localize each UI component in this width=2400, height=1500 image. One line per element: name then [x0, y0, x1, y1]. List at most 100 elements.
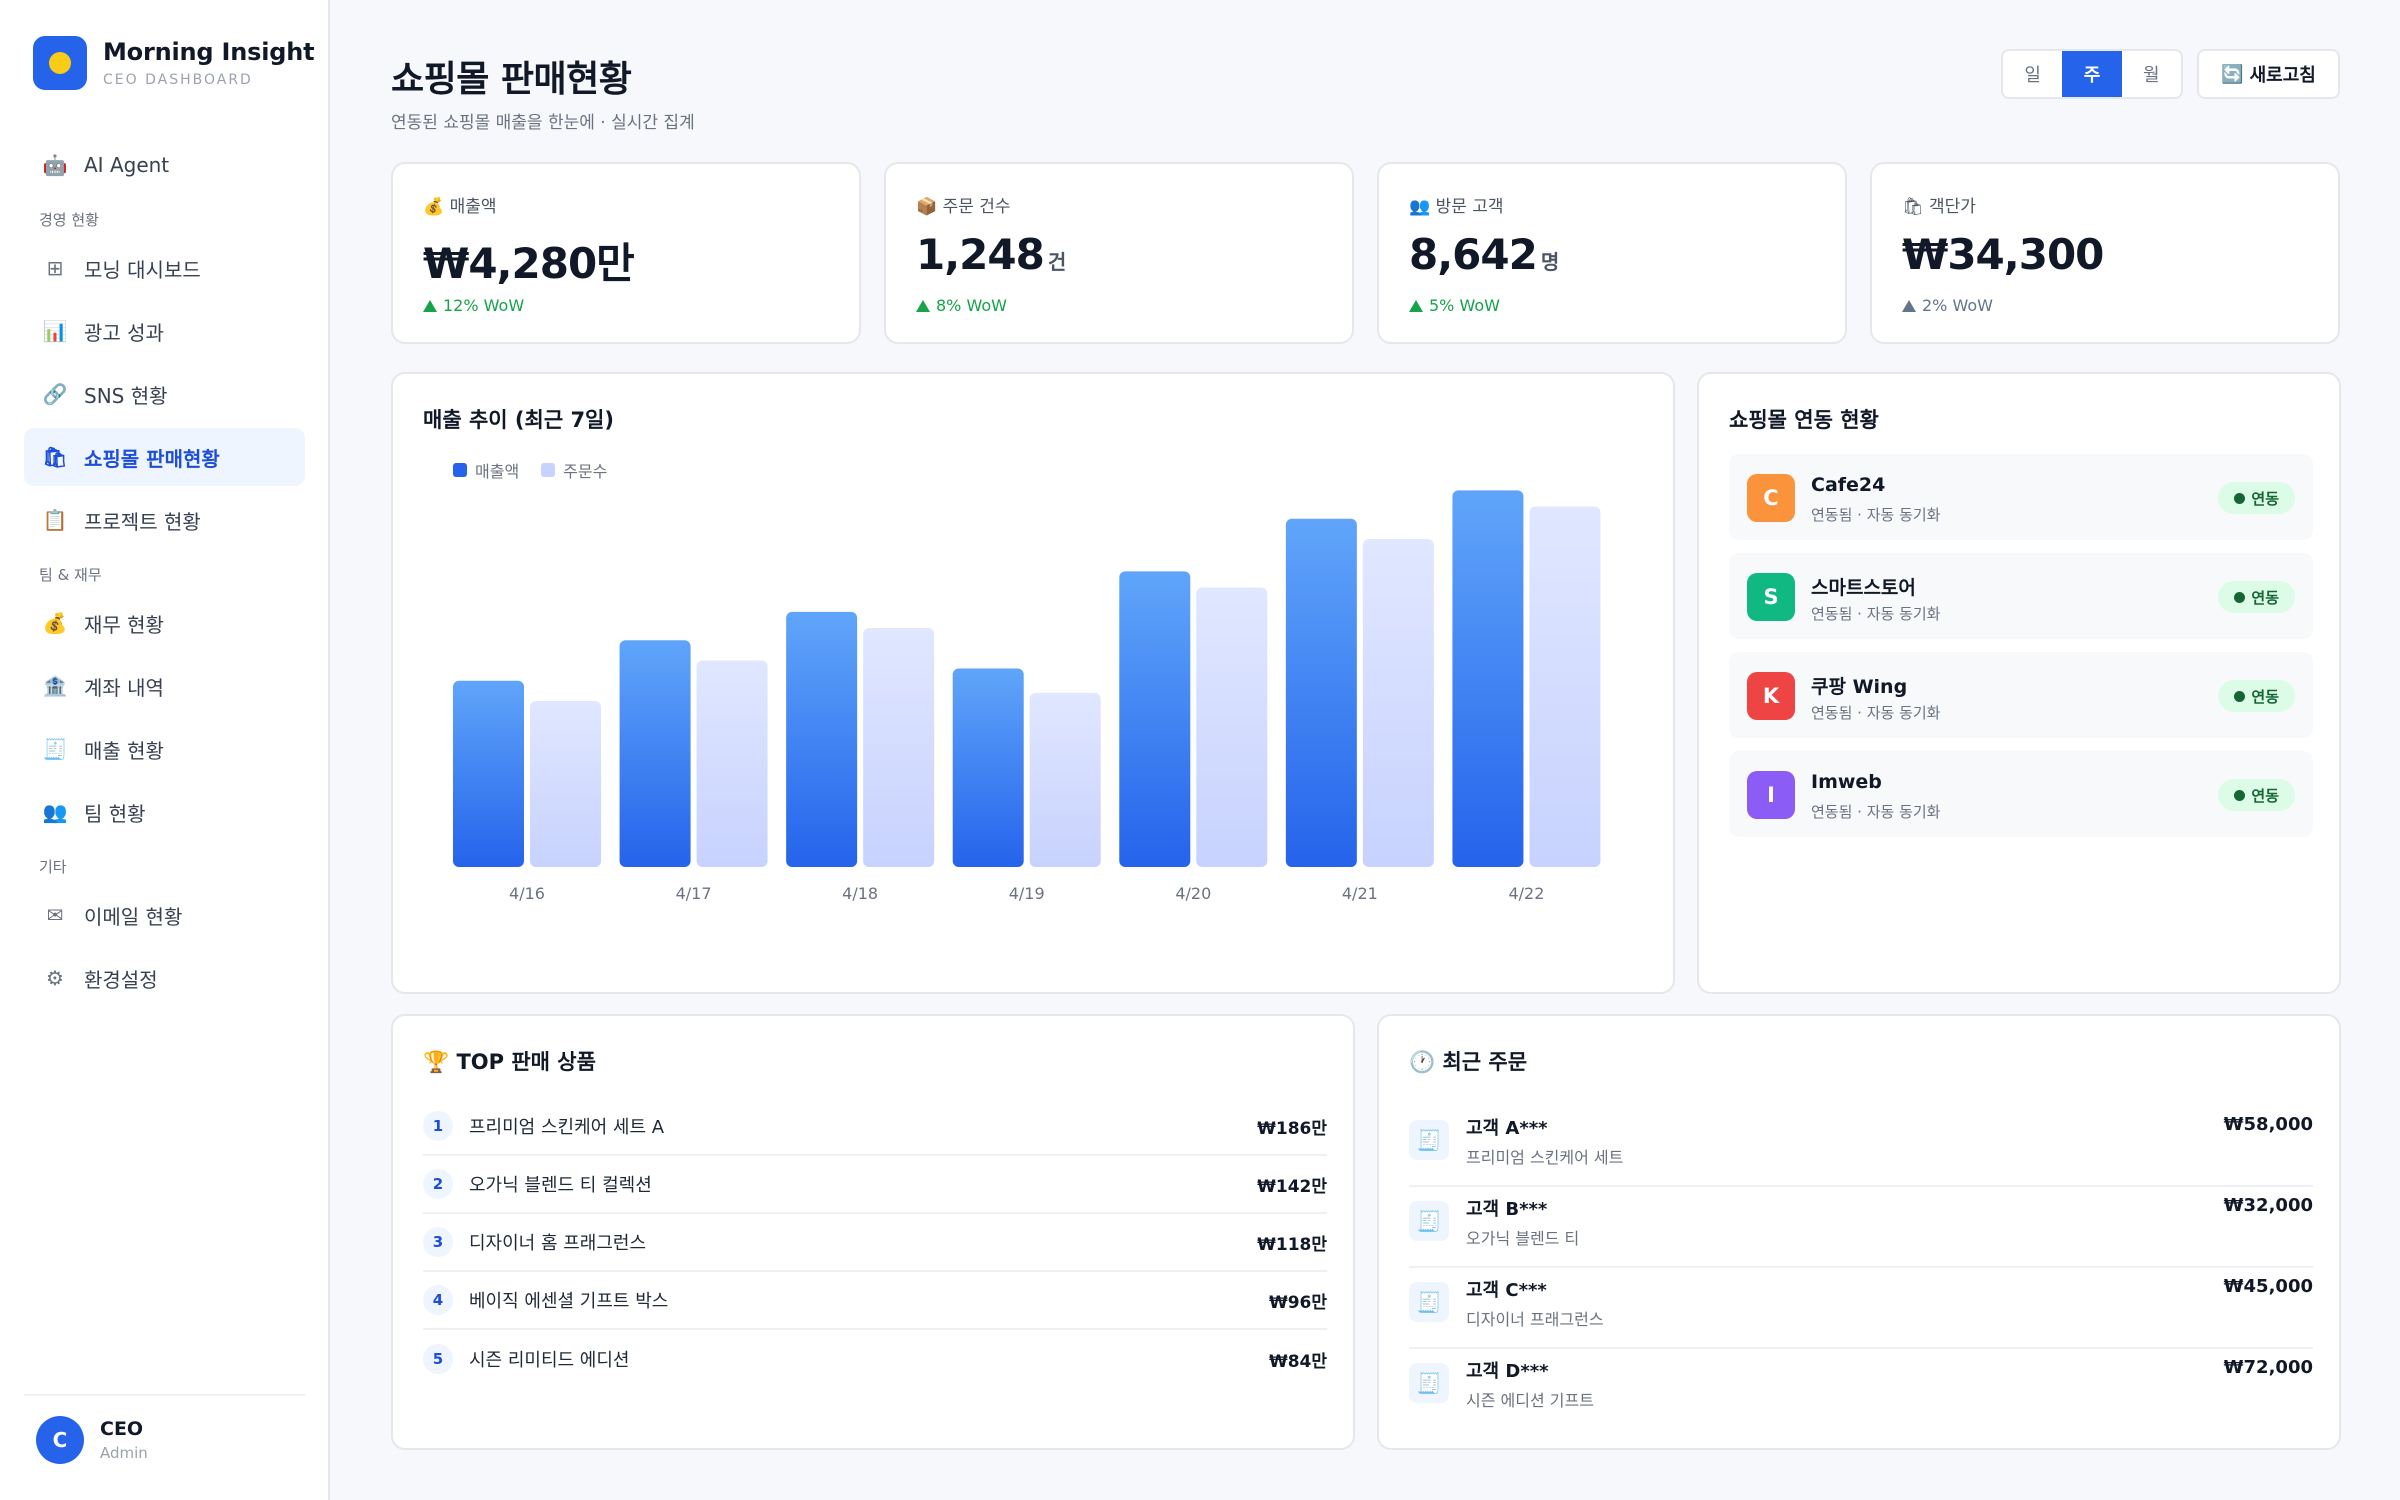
bar-revenue-4-21[interactable] [1285, 518, 1357, 867]
bar-revenue-4-19[interactable] [952, 668, 1024, 867]
bar-orders-4-20[interactable] [1196, 587, 1268, 867]
legend-item-orders[interactable]: 주문수 [541, 458, 607, 482]
grid-icon: ⊞ [46, 256, 64, 280]
order-row[interactable]: 🧾 고객 B*** 오가닉 블렌드 티 ₩32,000 [1409, 1187, 2313, 1268]
status-text: 연동 [2251, 786, 2279, 805]
trend-up-icon [1902, 300, 1916, 312]
bar-revenue-4-16[interactable] [453, 680, 524, 867]
kpi-label: 🛍 객단가 [1902, 192, 1976, 217]
kpi-label-text: 객단가 [1929, 197, 1976, 217]
list-item[interactable]: 5 시즌 리미티드 에디션 ₩84만 [423, 1330, 1327, 1388]
legend-label: 매출액 [475, 462, 520, 481]
sales-trend-chart: 4/16 4/17 4/18 4/19 4/20 4/21 4/22 [453, 490, 1601, 903]
page-title: 쇼핑몰 판매현황 [391, 59, 632, 100]
order-row[interactable]: 🧾 고객 A*** 프리미엄 스킨케어 세트 ₩58,000 [1409, 1106, 2313, 1187]
sync-item-smartstore[interactable]: S 스마트스토어 연동됨 · 자동 동기화 연동 [1729, 553, 2313, 639]
receipt-icon: 🧾 [42, 737, 68, 761]
kpi-label: 👥 방문 고객 [1409, 192, 1504, 217]
sidebar-item-sns-status[interactable]: 🔗 SNS 현황 [24, 365, 305, 423]
kpi-label-text: 주문 건수 [942, 197, 1011, 217]
link-icon: 🔗 [42, 382, 68, 406]
sync-item-imweb[interactable]: I Imweb 연동됨 · 자동 동기화 연동 [1729, 751, 2313, 837]
kpi-value-text: ₩4,280만 [423, 239, 635, 288]
brand[interactable]: Morning Insight CEO DASHBOARD [33, 36, 315, 90]
bar-orders-4-21[interactable] [1362, 538, 1434, 867]
period-week-button[interactable]: 주 [2062, 51, 2122, 97]
sidebar-item-revenue-status[interactable]: 🧾 매출 현황 [24, 720, 305, 778]
order-customer: 고객 D*** [1466, 1361, 1549, 1382]
x-tick-label: 4/18 [842, 884, 878, 903]
sidebar-item-finance-status[interactable]: 💰 재무 현황 [24, 594, 305, 652]
product-amount: ₩142만 [1257, 1176, 1327, 1197]
list-item[interactable]: 1 프리미엄 스킨케어 세트 A ₩186만 [423, 1098, 1327, 1156]
order-amount: ₩32,000 [2223, 1195, 2313, 1216]
x-tick-label: 4/22 [1508, 884, 1544, 903]
kpi-value: ₩4,280만 [423, 230, 635, 291]
refresh-icon: 🔄 [2221, 63, 2244, 85]
sidebar: Morning Insight CEO DASHBOARD 🤖 AI Agent… [0, 0, 330, 1500]
chart-legend: 매출액 주문수 [453, 458, 629, 482]
list-item[interactable]: 3 디자이너 홈 프래그런스 ₩118만 [423, 1214, 1327, 1272]
bar-orders-4-16[interactable] [530, 700, 601, 867]
bar-revenue-4-17[interactable] [619, 640, 691, 867]
bar-orders-4-19[interactable] [1029, 692, 1101, 867]
order-row[interactable]: 🧾 고객 C*** 디자이너 프래그런스 ₩45,000 [1409, 1268, 2313, 1349]
sidebar-item-team-status[interactable]: 👥 팀 현황 [24, 783, 305, 841]
product-name: 프리미엄 스킨케어 세트 A [469, 1117, 665, 1138]
sidebar-item-project-status[interactable]: 📋 프로젝트 현황 [24, 491, 305, 549]
bar-orders-4-22[interactable] [1529, 506, 1601, 867]
bar-revenue-4-20[interactable] [1119, 571, 1191, 867]
bank-icon: 🏦 [42, 674, 68, 698]
bar-orders-4-18[interactable] [863, 628, 935, 867]
sidebar-item-label: 쇼핑몰 판매현황 [84, 446, 220, 471]
sidebar-item-email-status[interactable]: ✉ 이메일 현황 [24, 886, 305, 944]
trend-up-icon [916, 300, 930, 312]
list-item[interactable]: 2 오가닉 블렌드 티 컬렉션 ₩142만 [423, 1156, 1327, 1214]
kpi-label-text: 방문 고객 [1435, 197, 1504, 217]
sync-item-cafe24[interactable]: C Cafe24 연동됨 · 자동 동기화 연동 [1729, 454, 2313, 540]
sync-item-coupang[interactable]: K 쿠팡 Wing 연동됨 · 자동 동기화 연동 [1729, 652, 2313, 738]
kpi-change-text: 2% WoW [1922, 296, 1993, 315]
sidebar-item-label: 모닝 대시보드 [84, 257, 201, 282]
sidebar-item-ad-performance[interactable]: 📊 광고 성과 [24, 302, 305, 360]
sidebar-item-morning-dashboard[interactable]: ⊞ 모닝 대시보드 [24, 239, 305, 297]
kpi-value: ₩34,300 [1902, 230, 2104, 279]
mall-badge: K [1747, 672, 1795, 720]
envelope-icon: ✉ [46, 903, 64, 927]
sync-title: 쇼핑몰 연동 현황 [1729, 408, 1879, 432]
list-item[interactable]: 4 베이직 에센셜 기프트 박스 ₩96만 [423, 1272, 1327, 1330]
sidebar-item-label: 환경설정 [84, 967, 158, 992]
sidebar-item-shopping-sales[interactable]: 🛍 쇼핑몰 판매현황 [24, 428, 305, 486]
nav-section-business: 경영 현황 [39, 210, 99, 229]
sidebar-item-account-history[interactable]: 🏦 계좌 내역 [24, 657, 305, 715]
kpi-change: 8% WoW [916, 296, 1007, 315]
top-products-title: 🏆 TOP 판매 상품 [423, 1050, 596, 1074]
period-month-button[interactable]: 월 [2143, 65, 2160, 86]
mall-desc: 연동됨 · 자동 동기화 [1811, 506, 1941, 524]
bar-revenue-4-18[interactable] [786, 611, 858, 867]
bar-orders-4-17[interactable] [696, 660, 768, 867]
bar-chart-icon: 📊 [42, 319, 68, 343]
refresh-button[interactable]: 🔄 새로고침 [2197, 49, 2340, 99]
refresh-label: 새로고침 [2249, 65, 2316, 86]
sidebar-item-settings[interactable]: ⚙ 환경설정 [24, 949, 305, 1007]
mall-name: 쿠팡 Wing [1811, 676, 1908, 698]
mall-badge: I [1747, 771, 1795, 819]
kpi-change: 5% WoW [1409, 296, 1500, 315]
sidebar-item-label: 프로젝트 현황 [84, 509, 201, 534]
sidebar-item-label: AI Agent [84, 153, 170, 177]
clipboard-icon: 📋 [42, 508, 68, 532]
status-dot-icon [2234, 492, 2246, 504]
user-profile[interactable]: C CEO Admin [24, 1394, 305, 1464]
kpi-change-text: 12% WoW [443, 296, 525, 315]
order-row[interactable]: 🧾 고객 D*** 시즌 에디션 기프트 ₩72,000 [1409, 1349, 2313, 1430]
recent-orders-card: 🕐 최근 주문 🧾 고객 A*** 프리미엄 스킨케어 세트 ₩58,000 🧾… [1377, 1014, 2341, 1450]
status-dot-icon [2234, 591, 2246, 603]
sidebar-nav: 🤖 AI Agent 경영 현황 ⊞ 모닝 대시보드 📊 광고 성과 🔗 SNS… [24, 136, 305, 1012]
bar-revenue-4-22[interactable] [1452, 490, 1524, 867]
sidebar-item-ai-agent[interactable]: 🤖 AI Agent [24, 136, 305, 194]
legend-item-revenue[interactable]: 매출액 [453, 458, 519, 482]
product-amount: ₩186만 [1257, 1118, 1327, 1139]
period-day-button[interactable]: 일 [2024, 65, 2041, 86]
kpi-value-text: 8,642 [1409, 230, 1538, 279]
